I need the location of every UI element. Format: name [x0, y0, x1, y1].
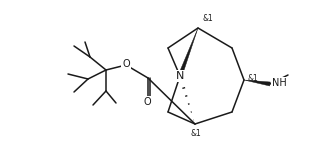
Polygon shape [244, 80, 270, 86]
Text: NH: NH [272, 78, 287, 88]
Polygon shape [178, 28, 198, 77]
Text: O: O [143, 97, 151, 107]
Text: N: N [176, 71, 184, 81]
Text: &1: &1 [247, 73, 258, 83]
Text: &1: &1 [202, 14, 213, 23]
Text: &1: &1 [191, 129, 201, 138]
Text: O: O [122, 59, 130, 69]
